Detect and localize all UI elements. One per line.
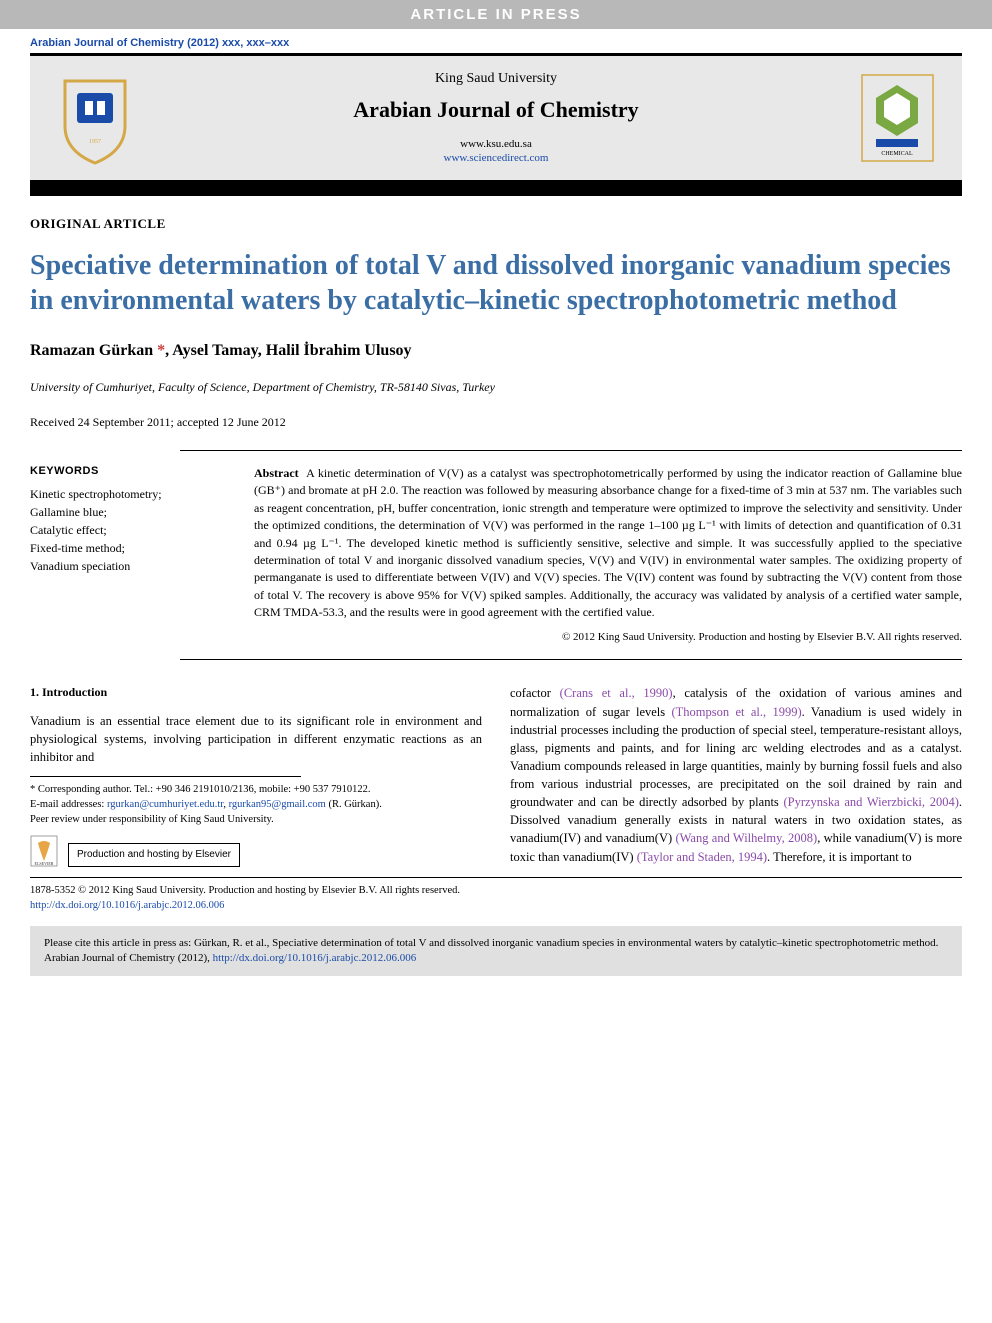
peer-review-note: Peer review under responsibility of King… [30,813,482,828]
email-footnote: E-mail addresses: rgurkan@cumhuriyet.edu… [30,798,482,813]
keywords-list: Kinetic spectrophotometry; Gallamine blu… [30,485,230,575]
svg-text:ELSEVIER: ELSEVIER [35,861,54,866]
svg-text:1957: 1957 [89,139,101,145]
url-sciencedirect[interactable]: www.sciencedirect.com [140,151,852,165]
email-label: E-mail addresses: [30,799,104,810]
hosting-text: Production and hosting by Elsevier [77,848,231,862]
footnotes: * Corresponding author. Tel.: +90 346 21… [30,783,482,867]
university-logo: 1957 [50,68,140,168]
corresponding-footnote: * Corresponding author. Tel.: +90 346 21… [30,783,482,798]
abstract-heading: Abstract [254,466,299,480]
abstract-block: KEYWORDS Kinetic spectrophotometry; Gall… [180,450,962,660]
author-3: Halil İbrahim Ulusoy [266,342,412,359]
email-2[interactable]: rgurkan95@gmail.com [229,799,326,810]
abstract-column: Abstract A kinetic determination of V(V)… [254,465,962,645]
article-title: Speciative determination of total V and … [30,248,962,318]
authors: Ramazan Gürkan *, Aysel Tamay, Halil İbr… [30,342,962,360]
url-ksu[interactable]: www.ksu.edu.sa [140,137,852,151]
journal-reference: Arabian Journal of Chemistry (2012) xxx,… [0,29,992,53]
ref-pyrzynska[interactable]: (Pyrzynska and Wierzbicki, 2004) [783,795,958,809]
email-1[interactable]: rgurkan@cumhuriyet.edu.tr [107,799,223,810]
text-frag: . Vanadium is used widely in industrial … [510,705,962,810]
cite-doi[interactable]: http://dx.doi.org/10.1016/j.arabjc.2012.… [213,952,417,964]
body-columns: 1. Introduction Vanadium is an essential… [30,684,962,867]
keywords-column: KEYWORDS Kinetic spectrophotometry; Gall… [30,465,230,645]
ref-taylor[interactable]: (Taylor and Staden, 1994) [637,850,767,864]
article-type: ORIGINAL ARTICLE [30,216,962,232]
left-column: 1. Introduction Vanadium is an essential… [30,684,482,867]
footer: 1878-5352 © 2012 King Saud University. P… [30,877,962,913]
email-rest: (R. Gürkan). [326,799,382,810]
society-logo: CHEMICAL [852,68,942,168]
abstract-copyright: © 2012 King Saud University. Production … [254,630,962,646]
hosting-box: Production and hosting by Elsevier [68,843,240,867]
article-dates: Received 24 September 2011; accepted 12 … [30,415,962,430]
masthead-center: King Saud University Arabian Journal of … [140,71,852,166]
svg-text:CHEMICAL: CHEMICAL [881,151,913,157]
keywords-heading: KEYWORDS [30,465,230,477]
masthead: 1957 King Saud University Arabian Journa… [30,53,962,180]
journal-urls: www.ksu.edu.sa www.sciencedirect.com [140,137,852,166]
publisher-name: King Saud University [140,71,852,87]
footnote-separator [30,776,301,777]
section-1-heading: 1. Introduction [30,684,482,701]
elsevier-icon: ELSEVIER [30,835,58,867]
footer-issn: 1878-5352 © 2012 King Saud University. P… [30,884,962,899]
author-2: Aysel Tamay [172,342,258,359]
ref-wang[interactable]: (Wang and Wilhelmy, 2008) [675,831,817,845]
cite-text: Please cite this article in press as: Gü… [44,937,938,964]
affiliation: University of Cumhuriyet, Faculty of Sci… [30,380,962,395]
abstract-body: A kinetic determination of V(V) as a cat… [254,466,962,619]
intro-para-left: Vanadium is an essential trace element d… [30,712,482,766]
author-1: Ramazan Gürkan [30,342,153,359]
article-in-press-banner: ARTICLE IN PRESS [0,0,992,29]
shield-icon: 1957 [55,71,135,166]
right-column: cofactor (Crans et al., 1990), catalysis… [510,684,962,867]
corresponding-mark: * [157,342,165,359]
hexagon-icon: CHEMICAL [860,73,935,163]
text-frag: cofactor [510,686,560,700]
footer-doi[interactable]: http://dx.doi.org/10.1016/j.arabjc.2012.… [30,899,962,914]
divider-bar [30,180,962,196]
text-frag: . Therefore, it is important to [767,850,912,864]
intro-para-right: cofactor (Crans et al., 1990), catalysis… [510,684,962,865]
ref-thompson[interactable]: (Thompson et al., 1999) [671,705,801,719]
ref-crans[interactable]: (Crans et al., 1990) [560,686,673,700]
citation-box: Please cite this article in press as: Gü… [30,926,962,977]
journal-name: Arabian Journal of Chemistry [140,97,852,123]
